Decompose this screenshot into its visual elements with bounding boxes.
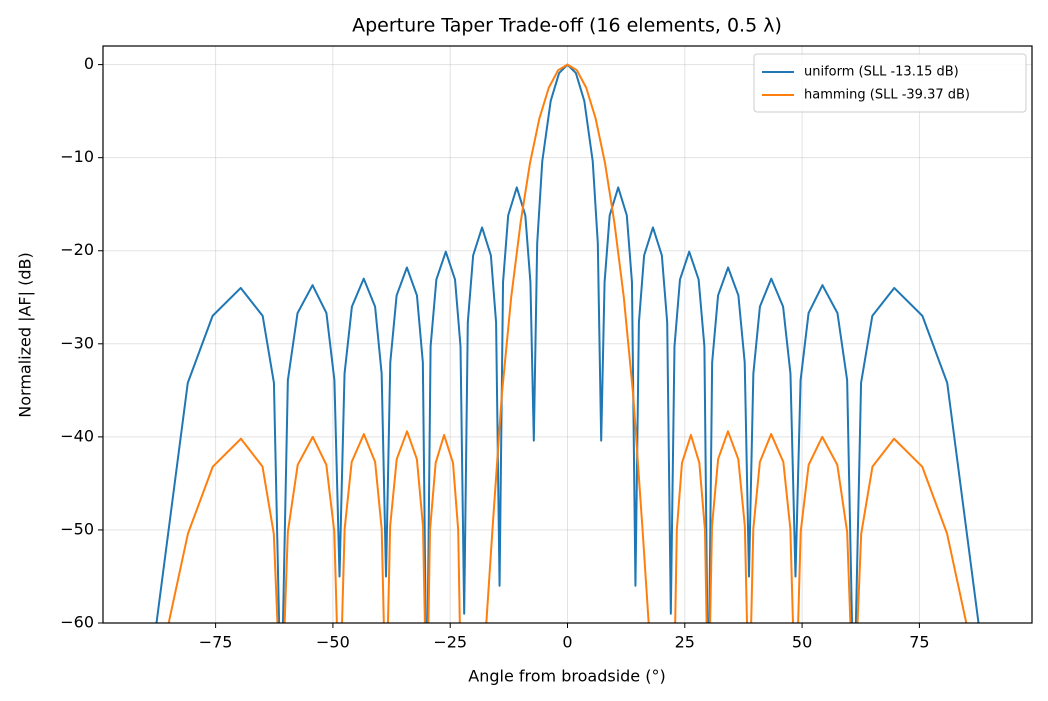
- x-tick-label: 75: [909, 633, 929, 652]
- legend: uniform (SLL -13.15 dB) hamming (SLL -39.…: [753, 53, 1027, 113]
- y-tick-label: −50: [60, 519, 94, 538]
- y-axis-label: Normalized |AF| (dB): [16, 252, 35, 417]
- y-tick-label: −10: [60, 147, 94, 166]
- y-tick-label: 0: [84, 54, 94, 73]
- x-tick-label: 50: [792, 633, 812, 652]
- grid: [103, 46, 1032, 624]
- x-tick-label: −50: [316, 633, 350, 652]
- y-tick-label: −60: [60, 613, 94, 632]
- y-tick-label: −30: [60, 333, 94, 352]
- x-axis-label: Angle from broadside (°): [468, 667, 665, 686]
- x-tick-label: 25: [675, 633, 695, 652]
- y-tick-label: −20: [60, 240, 94, 259]
- x-tick-label: −75: [199, 633, 233, 652]
- x-tick-label: −25: [433, 633, 467, 652]
- plot-area: [155, 63, 980, 623]
- series-line: [167, 63, 968, 623]
- chart-title: Aperture Taper Trade-off (16 elements, 0…: [352, 15, 782, 37]
- legend-box: [753, 53, 1027, 113]
- legend-label: hamming (SLL -39.37 dB): [804, 88, 970, 103]
- x-tick-label: 0: [562, 633, 572, 652]
- y-tick-label: −40: [60, 426, 94, 445]
- legend-label: uniform (SLL -13.15 dB): [804, 65, 959, 80]
